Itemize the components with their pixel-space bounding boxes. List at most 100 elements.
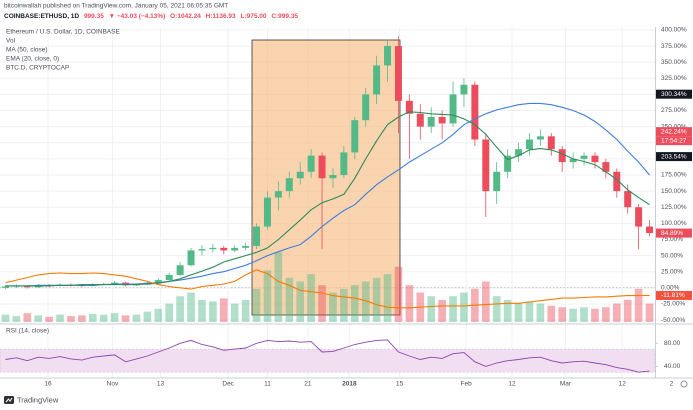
volume-bar bbox=[492, 296, 501, 322]
volume-bar bbox=[263, 270, 272, 322]
x-tick-label: 2 bbox=[670, 381, 674, 388]
price-badge bbox=[656, 290, 692, 300]
candle-body bbox=[624, 191, 632, 208]
candle-body bbox=[351, 120, 359, 153]
volume-bar bbox=[296, 281, 305, 322]
volume-bar bbox=[165, 303, 174, 322]
candle-body bbox=[242, 245, 250, 248]
candle-body bbox=[416, 113, 424, 127]
volume-bar bbox=[536, 303, 545, 322]
volume-bar bbox=[285, 277, 294, 322]
candle-body bbox=[493, 171, 501, 192]
y-tick-label: 150.00% bbox=[661, 188, 687, 195]
candle-body bbox=[274, 191, 282, 198]
settings-icon[interactable] bbox=[680, 380, 688, 388]
volume-bar bbox=[602, 307, 610, 322]
volume-bar bbox=[88, 313, 97, 322]
candle-body bbox=[23, 285, 31, 288]
volume-bar bbox=[219, 298, 228, 322]
low: L:975.00 bbox=[240, 13, 266, 20]
logo-glyph bbox=[5, 397, 13, 403]
candle-body bbox=[438, 116, 446, 124]
x-tick-label: Dec bbox=[222, 381, 234, 388]
rsi-tick-label: 80.00 bbox=[664, 340, 681, 347]
price-badge-label: 242.24% bbox=[661, 128, 687, 135]
x-tick-label: 15 bbox=[396, 381, 404, 388]
price-badge bbox=[656, 127, 692, 137]
volume-bar bbox=[580, 307, 588, 322]
y-tick-label: 275.00% bbox=[661, 107, 687, 114]
candle-body bbox=[504, 155, 512, 172]
x-tick-label: 16 bbox=[44, 381, 52, 388]
price-badge-label: 203.54% bbox=[661, 153, 687, 160]
rsi-title: RSI (14, close) bbox=[6, 328, 49, 335]
y-tick-label: -50.00% bbox=[661, 317, 685, 324]
x-tick-label: Feb bbox=[461, 381, 473, 388]
candle-body bbox=[449, 94, 457, 124]
candle-body bbox=[373, 65, 381, 95]
candle-body bbox=[318, 155, 326, 179]
price-badge bbox=[656, 89, 692, 99]
volume-bar bbox=[187, 292, 195, 322]
volume-bar bbox=[198, 299, 206, 322]
rsi-line bbox=[5, 339, 650, 373]
candle-body bbox=[384, 46, 392, 66]
volume-bar bbox=[307, 274, 315, 322]
y-tick-label: 400.00% bbox=[661, 27, 687, 34]
volume-bar bbox=[230, 303, 239, 322]
volume-bar bbox=[503, 299, 512, 322]
series-line bbox=[5, 269, 650, 309]
candle-body bbox=[515, 149, 523, 156]
volume-bar bbox=[241, 299, 250, 322]
volume-bar bbox=[252, 288, 261, 322]
candle-body bbox=[580, 155, 588, 159]
legend-entry: EMA (20, close, 0) bbox=[6, 56, 59, 63]
candle-body bbox=[471, 84, 479, 140]
volume-bar bbox=[547, 305, 556, 322]
volume-bar bbox=[623, 299, 632, 322]
y-tick-label: 325.00% bbox=[661, 75, 687, 82]
candle-body bbox=[482, 139, 490, 192]
candle-body bbox=[547, 136, 555, 150]
legend-title: Ethereum / U.S. Dollar, 1D, COINBASE bbox=[6, 29, 120, 36]
x-tick-label: 12 bbox=[508, 381, 516, 388]
volume-bar bbox=[350, 285, 359, 322]
price-badge-label: 84.89% bbox=[661, 230, 683, 237]
logo bbox=[4, 396, 14, 404]
volume-bar bbox=[34, 315, 43, 322]
y-tick-label: 25.00% bbox=[661, 268, 683, 275]
change: ▼ −43.03 (−4.13%) bbox=[109, 13, 166, 20]
y-tick-label: 175.00% bbox=[661, 172, 687, 179]
price-badge bbox=[656, 152, 692, 162]
volume-bar bbox=[514, 303, 523, 322]
candle-body bbox=[231, 247, 239, 251]
volume-bar bbox=[525, 301, 534, 322]
x-tick-label: 11 bbox=[264, 381, 271, 388]
candle-body bbox=[329, 175, 337, 179]
candle-body bbox=[591, 155, 599, 163]
candle-body bbox=[602, 162, 610, 172]
candle-body bbox=[296, 171, 304, 179]
volume-bar bbox=[23, 313, 32, 322]
candle-body bbox=[165, 274, 173, 281]
candle-body bbox=[340, 152, 348, 175]
volume-bar bbox=[591, 308, 599, 322]
volume-bar bbox=[12, 316, 21, 322]
candle-body bbox=[176, 265, 184, 275]
y-tick-label: 75.00% bbox=[661, 236, 683, 243]
volume-bar bbox=[460, 292, 468, 322]
publisher: bitcoinwallah published on TradingView.c… bbox=[4, 3, 228, 10]
candle-body bbox=[536, 136, 544, 140]
volume-bar bbox=[449, 296, 457, 322]
volume-bar bbox=[427, 296, 436, 322]
volume-bar bbox=[340, 288, 348, 322]
volume-bar bbox=[612, 303, 621, 322]
brand: TradingView bbox=[17, 395, 59, 404]
y-tick-label: -25.00% bbox=[661, 301, 685, 308]
candle-body bbox=[1, 286, 9, 288]
candle-body bbox=[460, 84, 468, 95]
volume-bar bbox=[121, 315, 130, 322]
volume-bar bbox=[110, 313, 119, 322]
volume-bar bbox=[274, 252, 283, 322]
